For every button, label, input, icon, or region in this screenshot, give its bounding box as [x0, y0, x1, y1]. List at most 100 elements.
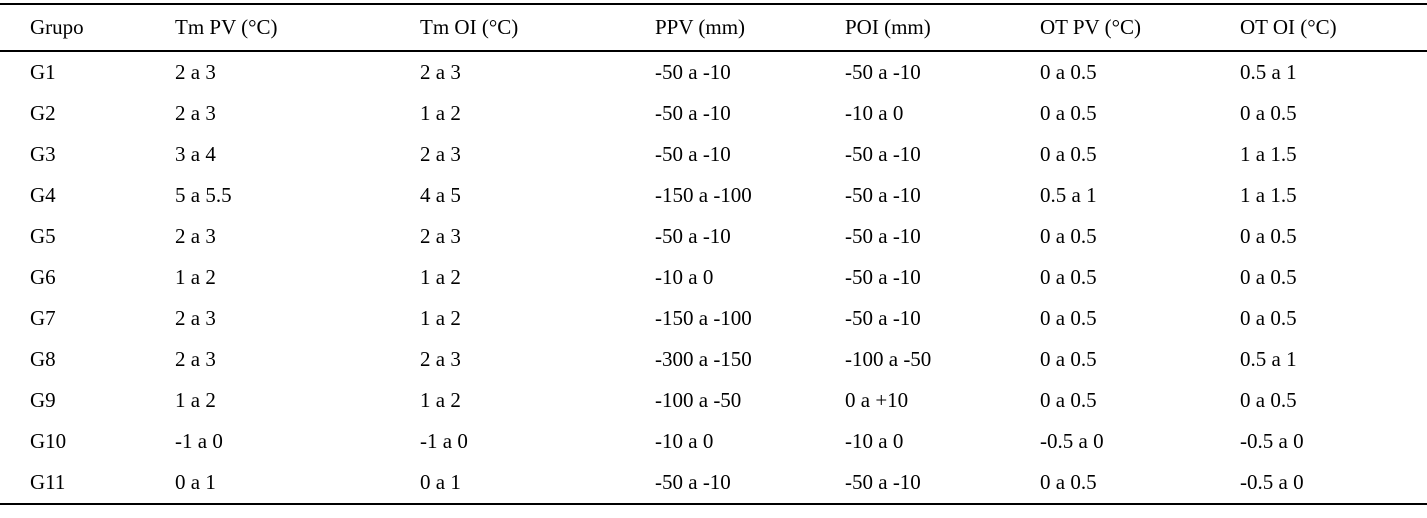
value-cell: 0 a 0.5 [1240, 388, 1297, 412]
group-cell: G6 [30, 265, 56, 289]
value-cell: 0 a 0.5 [1040, 265, 1097, 289]
value-cell: 0.5 a 1 [1240, 347, 1297, 371]
group-cell: G10 [30, 429, 67, 453]
value-cell: -10 a 0 [655, 429, 714, 453]
value-cell: 1 a 1.5 [1240, 142, 1297, 166]
group-cell: G5 [30, 224, 56, 248]
group-cell: G9 [30, 388, 56, 412]
table-body: G1 2 a 3 2 a 3 -50 a -10 -50 a -10 0 a 0.5 0.5… [0, 51, 1427, 504]
value-cell: -50 a -10 [845, 183, 921, 207]
value-cell: -150 a -100 [655, 306, 752, 330]
value-cell: 0.5 a 1 [1040, 183, 1097, 207]
groups-data-table: Grupo Tm PV (°C) Tm OI (°C) PPV (mm) POI (mm… [0, 3, 1427, 505]
value-cell: 0 a 0.5 [1040, 306, 1097, 330]
value-cell: -100 a -50 [655, 388, 742, 412]
value-cell: 1 a 2 [175, 265, 216, 289]
value-cell: 0 a 0.5 [1240, 101, 1297, 125]
value-cell: -10 a 0 [845, 101, 904, 125]
value-cell: 2 a 3 [420, 224, 461, 248]
group-cell: G3 [30, 142, 56, 166]
table-row: G5 2 a 3 2 a 3 -50 a -10 -50 a -10 0 a 0.5 0 a… [0, 216, 1427, 257]
table-row: G7 2 a 3 1 a 2 -150 a -100 -50 a -10 0 a 0.5 0… [0, 298, 1427, 339]
value-cell: -10 a 0 [655, 265, 714, 289]
value-cell: 2 a 3 [420, 347, 461, 371]
table-row: G1 2 a 3 2 a 3 -50 a -10 -50 a -10 0 a 0.5 0.5… [0, 51, 1427, 93]
value-cell: -100 a -50 [845, 347, 932, 371]
value-cell: 2 a 3 [420, 60, 461, 84]
value-cell: 0 a 0.5 [1040, 142, 1097, 166]
value-cell: -50 a -10 [845, 470, 921, 494]
value-cell: 1 a 2 [420, 265, 461, 289]
value-cell: 0 a 0.5 [1040, 470, 1097, 494]
header-row: Grupo Tm PV (°C) Tm OI (°C) PPV (mm) POI (mm… [0, 4, 1427, 51]
table-container: Grupo Tm PV (°C) Tm OI (°C) PPV (mm) POI (mm… [0, 3, 1427, 505]
value-cell: 0 a 0.5 [1040, 224, 1097, 248]
group-cell: G11 [30, 470, 66, 494]
value-cell: 0 a 0.5 [1240, 224, 1297, 248]
table-row: G11 0 a 1 0 a 1 -50 a -10 -50 a -10 0 a 0.5 -0… [0, 462, 1427, 504]
value-cell: 2 a 3 [175, 60, 216, 84]
table-row: G8 2 a 3 2 a 3 -300 a -150 -100 a -50 0 a 0.5… [0, 339, 1427, 380]
value-cell: -50 a -10 [845, 224, 921, 248]
value-cell: 5 a 5.5 [175, 183, 232, 207]
value-cell: 2 a 3 [175, 347, 216, 371]
column-header-4: POI (mm) [845, 15, 931, 39]
value-cell: 0 a 0.5 [1240, 306, 1297, 330]
table-row: G3 3 a 4 2 a 3 -50 a -10 -50 a -10 0 a 0.5 1 a… [0, 134, 1427, 175]
table-row: G2 2 a 3 1 a 2 -50 a -10 -10 a 0 0 a 0.5 0 a 0… [0, 93, 1427, 134]
value-cell: 1 a 2 [420, 101, 461, 125]
table-row: G10 -1 a 0 -1 a 0 -10 a 0 -10 a 0 -0.5 a 0 -0.… [0, 421, 1427, 462]
table-row: G4 5 a 5.5 4 a 5 -150 a -100 -50 a -10 0.5 a … [0, 175, 1427, 216]
value-cell: -0.5 a 0 [1040, 429, 1104, 453]
value-cell: 4 a 5 [420, 183, 461, 207]
value-cell: 0 a 0.5 [1240, 265, 1297, 289]
value-cell: -50 a -10 [845, 265, 921, 289]
value-cell: -0.5 a 0 [1240, 429, 1304, 453]
value-cell: 3 a 4 [175, 142, 216, 166]
column-header-0: Grupo [30, 15, 84, 39]
table-head: Grupo Tm PV (°C) Tm OI (°C) PPV (mm) POI (mm… [0, 4, 1427, 51]
group-cell: G8 [30, 347, 56, 371]
value-cell: -50 a -10 [655, 142, 731, 166]
value-cell: -50 a -10 [655, 224, 731, 248]
value-cell: -10 a 0 [845, 429, 904, 453]
group-cell: G4 [30, 183, 56, 207]
value-cell: 1 a 1.5 [1240, 183, 1297, 207]
table-row: G6 1 a 2 1 a 2 -10 a 0 -50 a -10 0 a 0.5 0 a 0… [0, 257, 1427, 298]
group-cell: G1 [30, 60, 56, 84]
group-cell: G2 [30, 101, 56, 125]
column-header-2: Tm OI (°C) [420, 15, 519, 39]
value-cell: 1 a 2 [420, 388, 461, 412]
value-cell: -50 a -10 [655, 101, 731, 125]
table-row: G9 1 a 2 1 a 2 -100 a -50 0 a +10 0 a 0.5 0 a … [0, 380, 1427, 421]
value-cell: 0 a 0.5 [1040, 388, 1097, 412]
value-cell: -1 a 0 [175, 429, 223, 453]
column-header-3: PPV (mm) [655, 15, 746, 39]
group-cell: G7 [30, 306, 56, 330]
value-cell: 0 a 0.5 [1040, 101, 1097, 125]
value-cell: -150 a -100 [655, 183, 752, 207]
value-cell: 1 a 2 [175, 388, 216, 412]
value-cell: -0.5 a 0 [1240, 470, 1304, 494]
column-header-1: Tm PV (°C) [175, 15, 278, 39]
value-cell: -50 a -10 [655, 470, 731, 494]
value-cell: 0 a 0.5 [1040, 60, 1097, 84]
value-cell: -50 a -10 [655, 60, 731, 84]
value-cell: -1 a 0 [420, 429, 468, 453]
value-cell: -50 a -10 [845, 306, 921, 330]
value-cell: 0 a 1 [420, 470, 461, 494]
value-cell: 2 a 3 [175, 306, 216, 330]
value-cell: 2 a 3 [175, 224, 216, 248]
value-cell: 2 a 3 [420, 142, 461, 166]
value-cell: 1 a 2 [420, 306, 461, 330]
column-header-6: OT OI (°C) [1240, 15, 1337, 39]
value-cell: -50 a -10 [845, 60, 921, 84]
value-cell: 0 a +10 [845, 388, 909, 412]
value-cell: -300 a -150 [655, 347, 752, 371]
value-cell: 0.5 a 1 [1240, 60, 1297, 84]
value-cell: 2 a 3 [175, 101, 216, 125]
column-header-5: OT PV (°C) [1040, 15, 1141, 39]
value-cell: 0 a 0.5 [1040, 347, 1097, 371]
value-cell: 0 a 1 [175, 470, 216, 494]
value-cell: -50 a -10 [845, 142, 921, 166]
